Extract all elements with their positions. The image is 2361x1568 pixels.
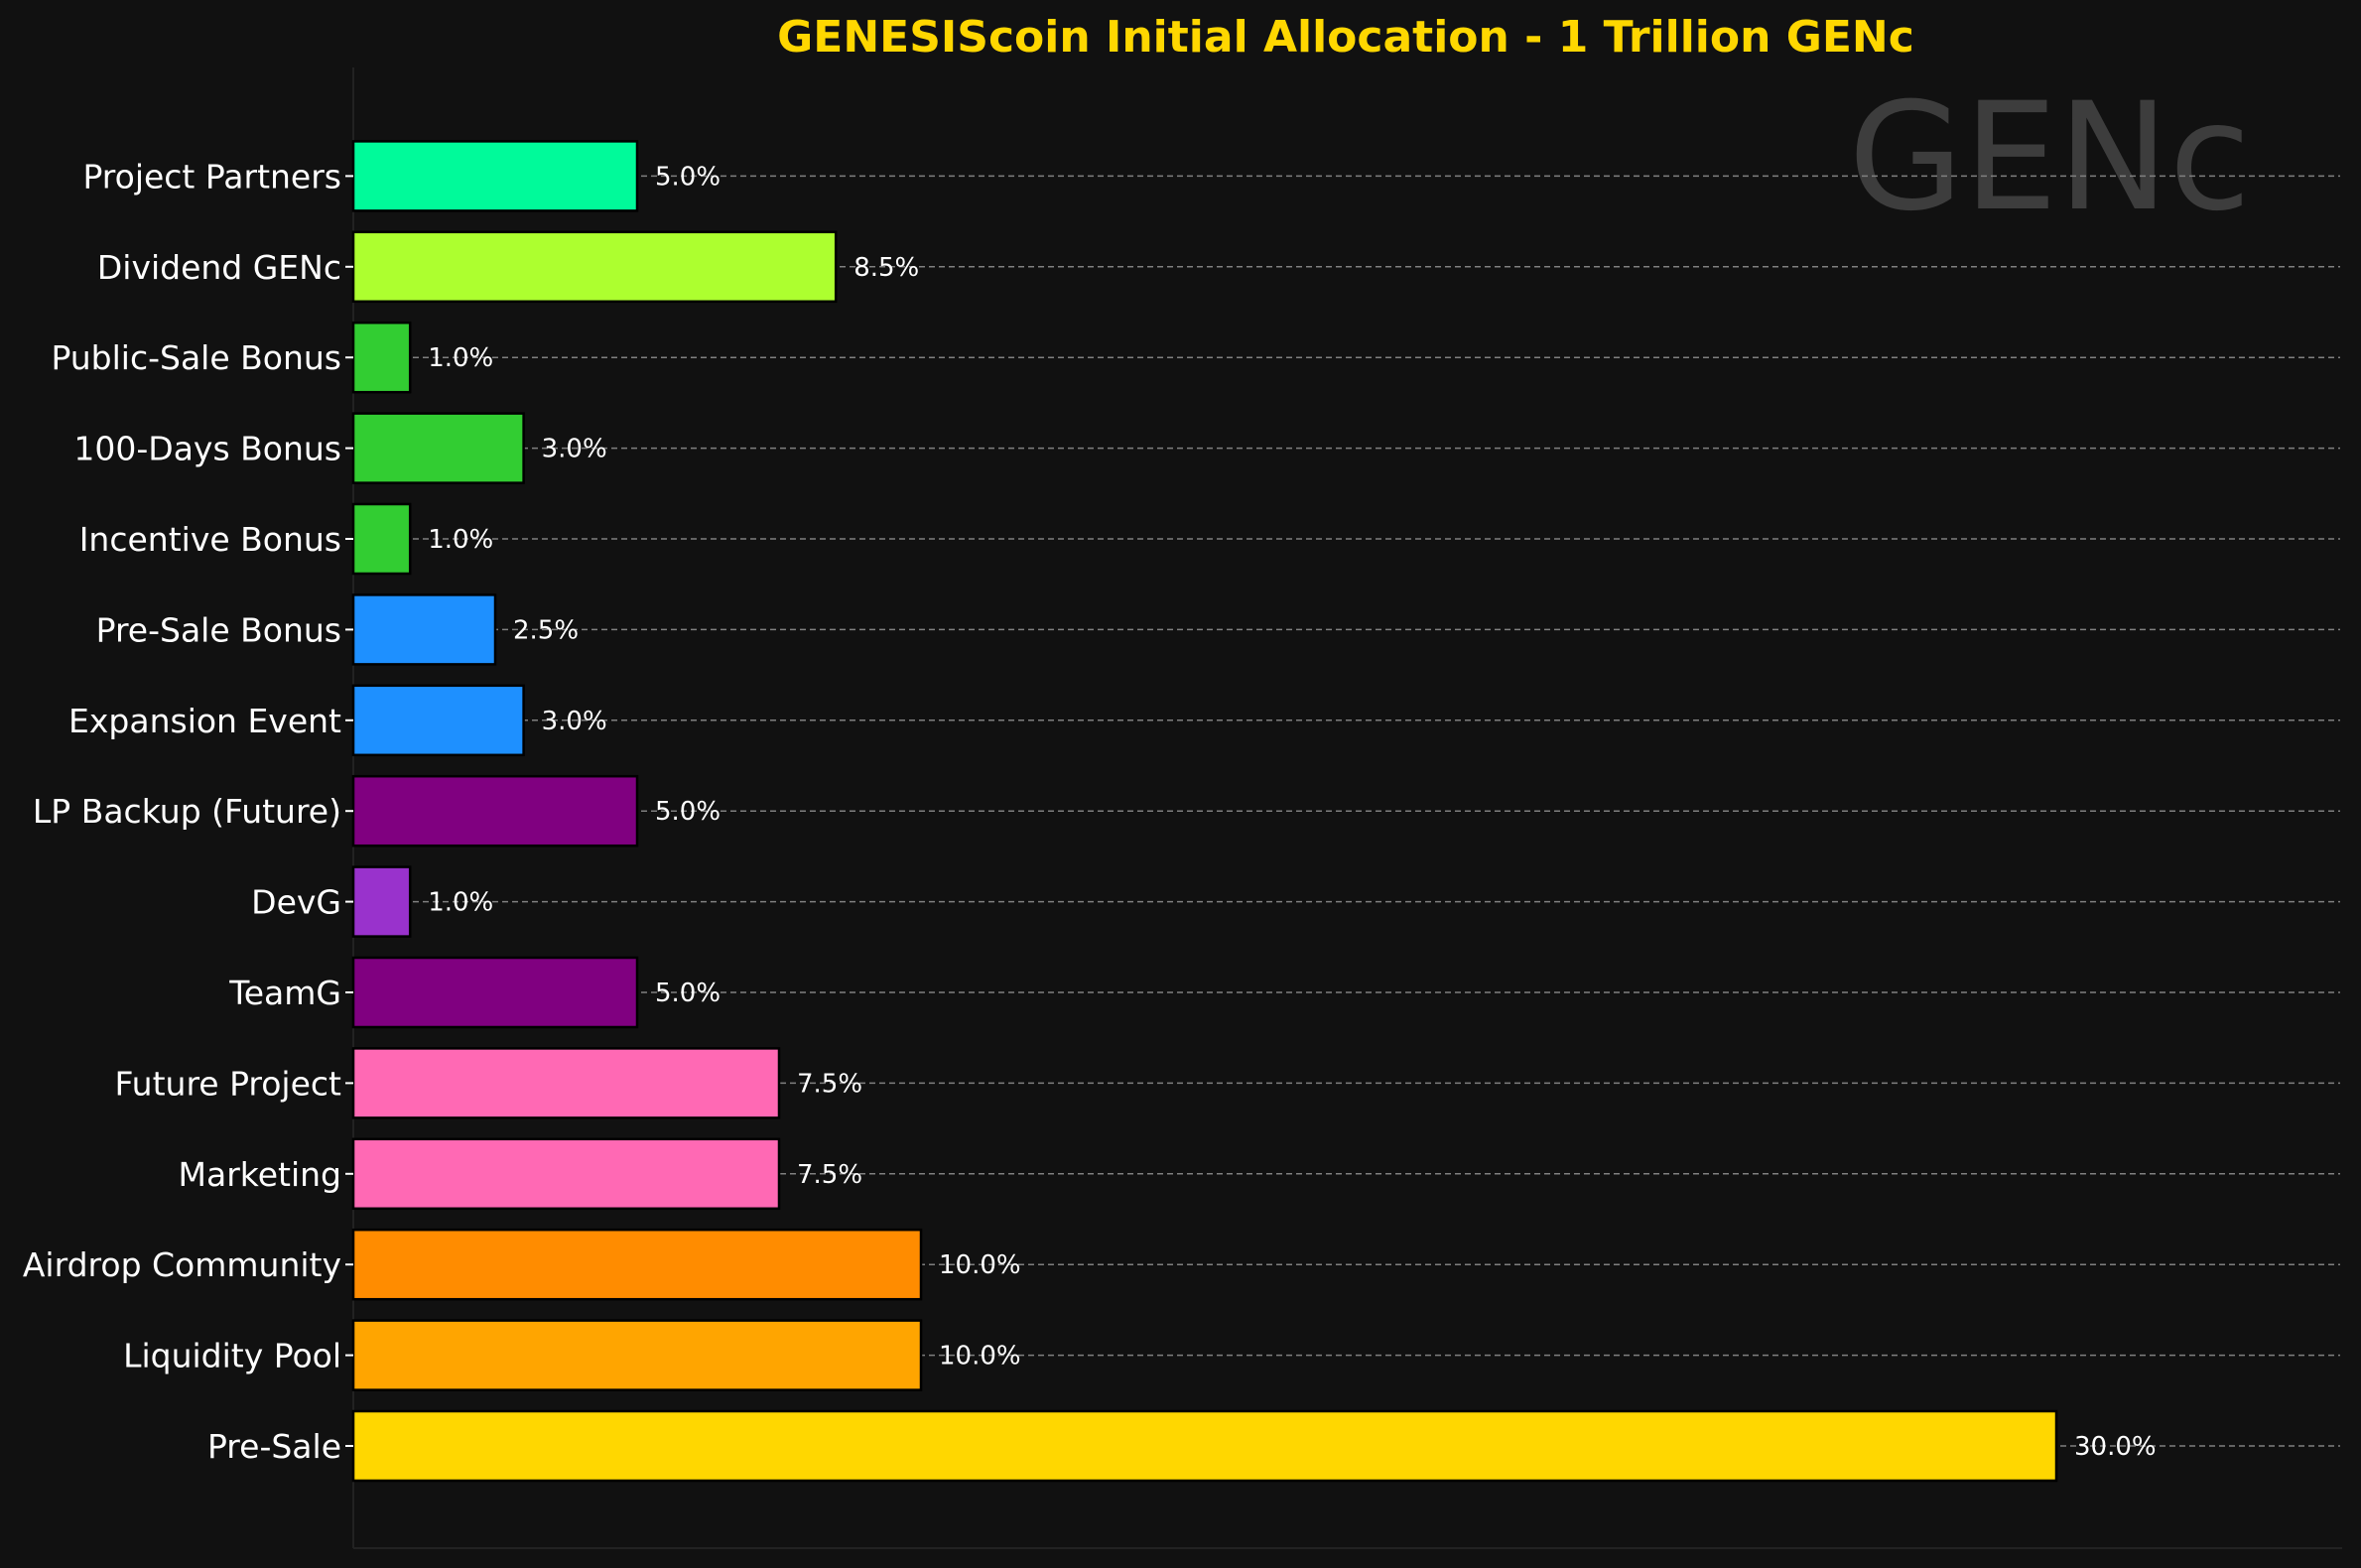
category-label-100-days-bonus: 100-Days Bonus (73, 430, 341, 468)
category-label-incentive-bonus: Incentive Bonus (79, 520, 341, 559)
category-label-marketing: Marketing (179, 1155, 341, 1194)
value-label-100-days-bonus: 3.0% (542, 435, 607, 464)
category-label-devg: DevG (251, 883, 341, 922)
bar-liquidity-pool (351, 1319, 923, 1391)
value-label-airdrop-community: 10.0% (939, 1250, 1021, 1280)
bar-pre-sale (351, 1409, 2058, 1483)
category-label-future-project: Future Project (115, 1064, 342, 1103)
category-labels: Pre-Sale Liquidity Pool Airdrop Community M… (23, 157, 353, 1466)
value-label-teamg: 5.0% (655, 979, 721, 1008)
value-label-marketing: 7.5% (797, 1160, 862, 1190)
chart-title: GENESIScoin Initial Allocation - 1 Trill… (777, 12, 1914, 63)
bar-pre-sale-bonus (351, 593, 497, 666)
category-label-pre-sale: Pre-Sale (207, 1427, 341, 1466)
category-label-pre-sale-bonus: Pre-Sale Bonus (96, 610, 341, 649)
bars (351, 140, 2058, 1483)
bar-teamg (351, 956, 639, 1029)
value-label-devg: 1.0% (428, 888, 493, 918)
category-label-lp-backup-future: LP Backup (Future) (33, 792, 341, 831)
value-label-pre-sale: 30.0% (2074, 1432, 2157, 1462)
bar-lp-backup-future (351, 774, 639, 848)
chart-watermark: GENc (1848, 71, 2251, 244)
category-label-public-sale-bonus: Public-Sale Bonus (51, 338, 341, 377)
value-label-project-partners: 5.0% (655, 162, 721, 192)
bar-project-partners (351, 140, 639, 212)
value-labels: 30.0% 10.0% 10.0% 7.5% 7.5% 5.0% 1.0% 5.0% 3.0% 2… (428, 162, 2156, 1462)
bar-incentive-bonus (351, 502, 412, 576)
category-label-expansion-event: Expansion Event (68, 702, 341, 740)
bar-100-days-bonus (351, 412, 525, 484)
bar-devg (351, 865, 412, 938)
bar-future-project (351, 1047, 781, 1119)
bar-marketing (351, 1137, 781, 1211)
bar-airdrop-community (351, 1228, 923, 1301)
category-label-teamg: TeamG (228, 974, 341, 1012)
value-label-lp-backup-future: 5.0% (655, 797, 721, 827)
value-label-dividend-genc: 8.5% (853, 253, 919, 283)
bar-expansion-event (351, 684, 525, 757)
value-label-pre-sale-bonus: 2.5% (513, 615, 579, 645)
value-label-future-project: 7.5% (797, 1069, 862, 1099)
value-label-liquidity-pool: 10.0% (939, 1342, 1021, 1372)
bar-public-sale-bonus (351, 321, 412, 394)
bar-dividend-genc (351, 230, 838, 304)
value-label-public-sale-bonus: 1.0% (428, 343, 493, 373)
category-label-liquidity-pool: Liquidity Pool (123, 1337, 341, 1375)
category-label-airdrop-community: Airdrop Community (23, 1245, 341, 1284)
value-label-expansion-event: 3.0% (542, 707, 607, 736)
value-label-incentive-bonus: 1.0% (428, 525, 493, 555)
category-label-project-partners: Project Partners (82, 157, 341, 196)
category-label-dividend-genc: Dividend GENc (97, 248, 341, 287)
